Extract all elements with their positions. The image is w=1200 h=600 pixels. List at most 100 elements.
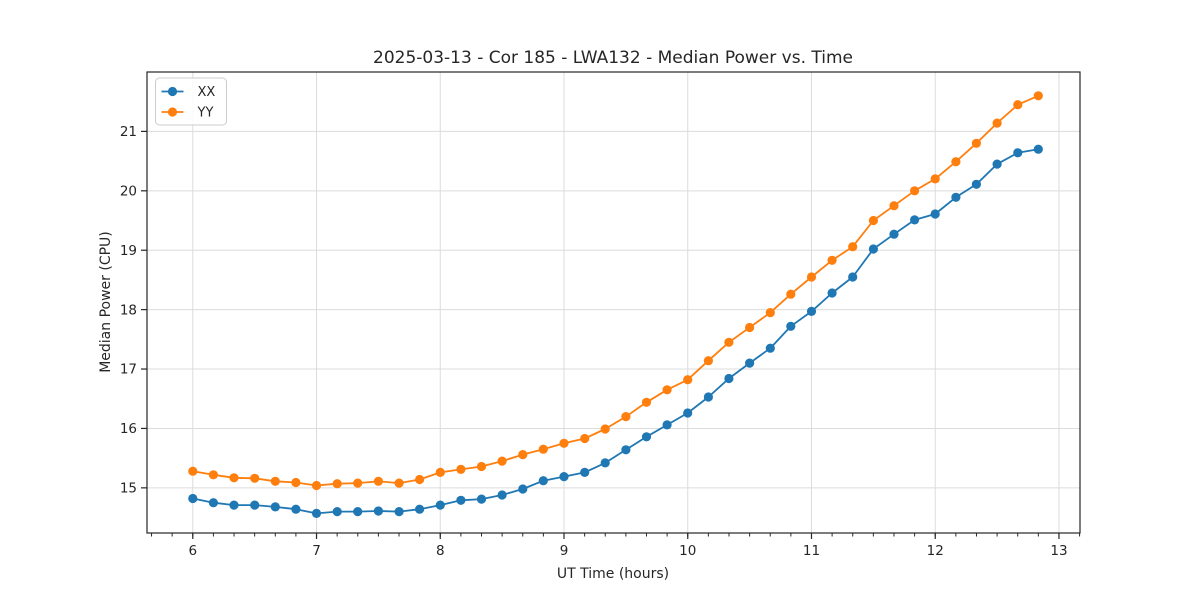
data-point-yy [580, 433, 590, 444]
data-point-xx [518, 484, 528, 494]
plot-area-border [146, 71, 1081, 534]
data-point-yy [641, 397, 652, 407]
data-point-xx [538, 476, 548, 486]
data-point-xx [497, 490, 507, 500]
data-point-yy [806, 272, 817, 282]
data-point-xx [311, 508, 322, 518]
data-point-yy [394, 478, 404, 488]
data-point-xx [456, 495, 466, 505]
legend-label-xx: XX [198, 85, 216, 100]
data-point-yy [208, 470, 218, 480]
data-point-xx [703, 392, 714, 402]
data-point-yy [786, 289, 796, 299]
data-point-xx [332, 507, 342, 517]
data-point-yy [332, 479, 342, 489]
data-point-yy [476, 461, 487, 472]
x-tick-label: 7 [312, 543, 321, 559]
data-point-yy [435, 467, 445, 477]
data-point-yy [992, 118, 1002, 128]
data-point-yy [415, 474, 425, 485]
x-tick-label: 9 [560, 543, 569, 559]
data-point-xx [373, 506, 383, 516]
data-point-xx [394, 507, 404, 517]
data-point-xx [910, 215, 920, 225]
data-point-yy [497, 456, 507, 466]
y-axis-label: Median Power (CPU) [98, 231, 114, 373]
data-point-xx [971, 179, 982, 189]
x-tick-label: 13 [1050, 543, 1067, 559]
legend-marker [167, 86, 178, 97]
data-point-xx [559, 472, 569, 482]
data-point-xx [600, 458, 610, 468]
y-tick-label: 18 [120, 302, 137, 318]
y-tick-label: 19 [120, 243, 137, 259]
y-tick-label: 17 [120, 362, 137, 378]
data-point-xx [1033, 144, 1043, 154]
axis-tick-labels: 6 7 8 9 10 11 12 13 15 16 17 18 19 20 21 [120, 124, 1068, 559]
data-point-yy [600, 424, 610, 434]
data-point-xx [848, 272, 858, 282]
data-point-xx [868, 244, 879, 254]
data-point-yy [559, 438, 569, 448]
data-point-yy [827, 255, 837, 265]
data-point-yy [311, 480, 322, 491]
data-point-yy [683, 375, 693, 385]
data-point-yy [971, 138, 982, 148]
y-tick-label: 20 [120, 184, 137, 200]
data-point-yy [291, 477, 301, 488]
data-point-xx [188, 493, 198, 504]
data-point-yy [889, 201, 899, 211]
data-point-xx [580, 467, 590, 477]
data-point-xx [353, 507, 363, 517]
data-point-yy [456, 464, 466, 474]
legend-box [155, 77, 227, 126]
data-point-yy [930, 174, 940, 184]
series-line-xx [192, 148, 1039, 515]
grid-lines [147, 72, 1080, 533]
data-point-xx [250, 500, 260, 510]
data-point-xx [724, 373, 734, 384]
legend-marker [167, 107, 178, 117]
data-point-xx [208, 498, 218, 508]
x-tick-label: 6 [188, 543, 197, 559]
data-point-xx [992, 159, 1002, 169]
x-axis-label: UT Time (hours) [557, 566, 669, 582]
data-point-yy [703, 356, 714, 366]
x-tick-label: 11 [803, 543, 820, 559]
data-point-yy [951, 157, 961, 167]
data-point-xx [951, 192, 961, 202]
data-point-yy [868, 215, 879, 226]
data-point-xx [291, 504, 301, 514]
data-point-xx [765, 343, 775, 353]
data-point-yy [373, 476, 383, 486]
data-point-yy [910, 186, 920, 196]
data-point-yy [662, 385, 672, 395]
data-point-xx [662, 420, 672, 430]
y-tick-label: 21 [120, 124, 137, 140]
data-series [188, 91, 1043, 518]
data-point-yy [229, 473, 239, 483]
data-point-yy [1013, 100, 1023, 110]
data-point-yy [353, 478, 363, 488]
data-point-xx [476, 494, 487, 504]
data-point-yy [621, 412, 631, 422]
data-point-xx [621, 445, 631, 455]
data-point-xx [415, 504, 425, 514]
data-point-yy [250, 473, 260, 483]
data-point-xx [930, 209, 940, 219]
data-point-yy [848, 242, 858, 252]
data-point-xx [641, 432, 652, 442]
data-point-xx [270, 502, 280, 512]
data-point-xx [889, 229, 899, 239]
data-point-yy [765, 308, 775, 318]
x-tick-label: 8 [436, 543, 445, 559]
legend-label-yy: YY [197, 106, 214, 121]
chart-title: 2025-03-13 - Cor 185 - LWA132 - Median P… [373, 48, 853, 68]
data-point-xx [745, 358, 755, 368]
series-line-yy [192, 94, 1039, 487]
data-point-yy [188, 466, 198, 476]
data-point-yy [538, 444, 548, 454]
data-point-xx [1013, 148, 1023, 158]
